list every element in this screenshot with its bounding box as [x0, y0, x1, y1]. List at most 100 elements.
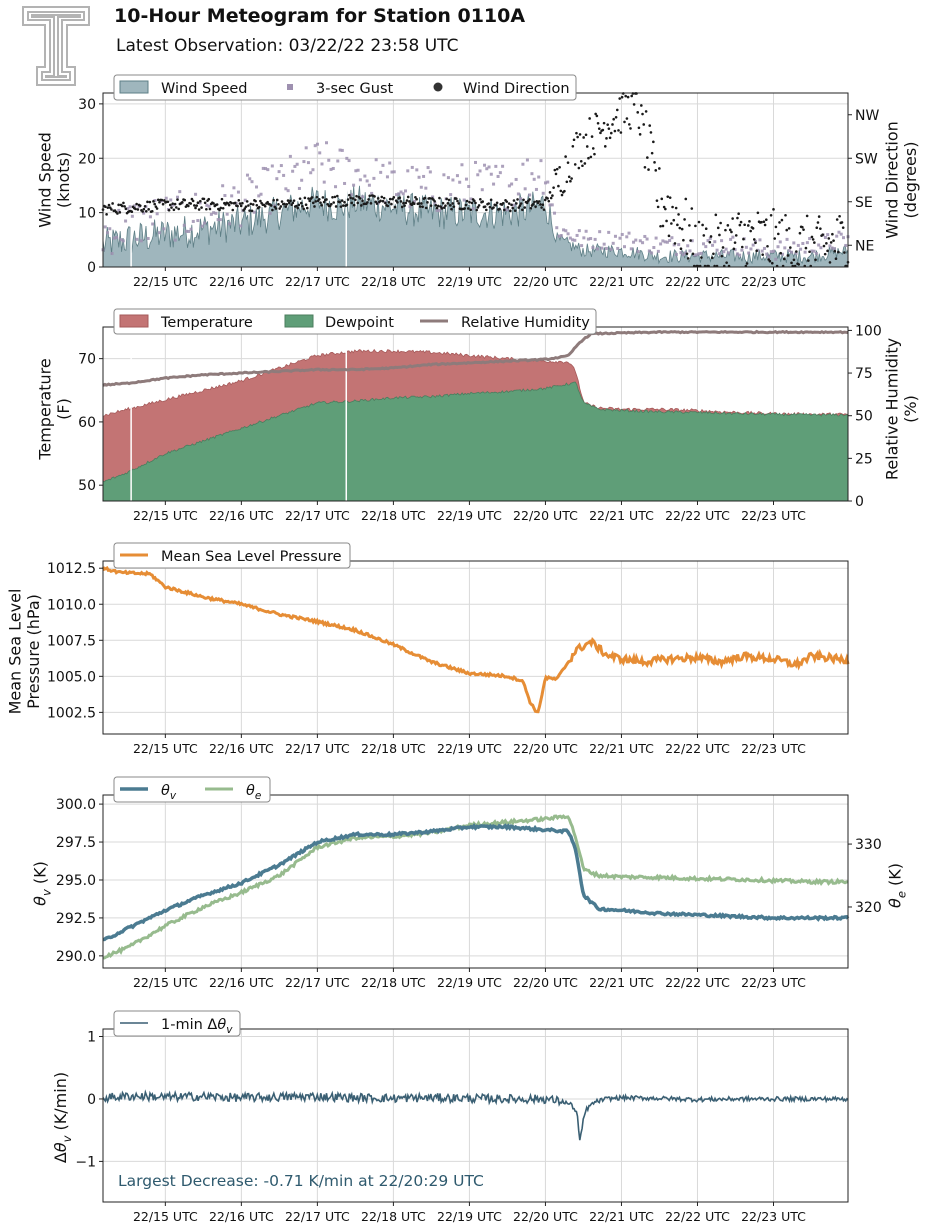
wind-direction-point [338, 200, 342, 204]
wind-direction-point [351, 197, 355, 200]
gust-point [372, 176, 376, 180]
wind-direction-point [650, 151, 654, 155]
wind-direction-point [577, 166, 581, 170]
gust-point [295, 162, 299, 166]
wind-direction-point [543, 198, 547, 202]
wind-direction-point [369, 202, 373, 205]
wind-direction-point [285, 202, 289, 206]
wind-direction-point [719, 221, 722, 225]
wind-direction-point [826, 249, 829, 253]
gust-point [670, 236, 674, 240]
gust-point [126, 207, 130, 211]
theta-ytick-label: 290.0 [56, 949, 96, 965]
dtheta-xtick-label: 22/23 UTC [741, 1209, 806, 1224]
wind-direction-point [813, 241, 816, 244]
gust-point [708, 236, 712, 240]
gust-point [361, 195, 365, 199]
wind-direction-point [194, 206, 197, 210]
wind-direction-point [677, 213, 680, 216]
gust-point [300, 178, 304, 182]
wind-direction-point [549, 196, 553, 200]
wind-direction-point [523, 206, 527, 209]
thermo-ytick-label: 50 [78, 478, 96, 494]
pressure-ytick-label: 1007.5 [47, 633, 96, 649]
wind-direction-point [263, 204, 267, 208]
wind-xtick-label: 22/22 UTC [665, 274, 730, 289]
wind-direction-point [720, 254, 724, 258]
gust-point [469, 197, 473, 201]
gust-point [327, 158, 331, 162]
gust-point [178, 190, 182, 194]
wind-direction-point [130, 210, 134, 214]
wind-direction-point [388, 197, 392, 201]
wind-direction-point [314, 200, 317, 203]
legend-gust-swatch [287, 84, 293, 90]
gust-point [564, 229, 568, 233]
gust-point [492, 182, 496, 186]
wind-direction-point [279, 205, 283, 208]
wind-direction-point [537, 200, 541, 203]
wind-direction-point [763, 223, 767, 227]
gust-point [772, 249, 775, 253]
gust-point [776, 245, 780, 249]
wind-direction-point [233, 201, 237, 205]
wind-direction-point [660, 197, 664, 201]
wind-direction-point [249, 202, 253, 206]
wind-direction-point [172, 208, 176, 212]
wind-direction-point [412, 202, 416, 206]
wind-direction-point [515, 202, 518, 205]
wind-direction-point [594, 112, 597, 116]
wind-direction-point [748, 220, 751, 223]
gust-point [329, 167, 333, 171]
wind-direction-point [647, 168, 650, 171]
wind-direction-point [402, 201, 405, 205]
pressure-ytick-label: 1005.0 [47, 669, 96, 685]
wind-direction-point [513, 209, 517, 212]
gust-point [819, 246, 823, 250]
wind-direction-point [399, 200, 403, 203]
wind-direction-point [797, 263, 801, 266]
gust-point [115, 235, 119, 239]
wind-direction-point [310, 196, 314, 199]
wind-direction-point [244, 205, 248, 208]
wind-direction-point [680, 227, 684, 231]
wind-direction-point [266, 200, 269, 204]
wind-direction-point [245, 200, 249, 203]
gust-point [365, 179, 369, 183]
gust-point [663, 240, 667, 244]
legend-wind-speed-swatch [119, 80, 149, 94]
gust-point [796, 243, 800, 247]
gust-point [370, 191, 374, 195]
wind-direction-point [277, 203, 280, 206]
gust-point [604, 246, 608, 250]
gust-point [417, 175, 421, 179]
wind-direction-point [105, 213, 108, 216]
wind-direction-point [219, 206, 223, 210]
wind-direction-point [376, 197, 380, 200]
wind-direction-point [686, 257, 690, 260]
wind-direction-point [393, 205, 397, 209]
wind-direction-point [533, 200, 536, 204]
wind-direction-point [682, 238, 685, 242]
thermo-y2tick-label: 100 [855, 323, 882, 339]
pressure-ylabel-line: Mean Sea Level [5, 589, 24, 715]
theta-y2tick-label: 330 [855, 837, 882, 853]
wind-direction-point [578, 133, 582, 136]
wind-direction-point [668, 196, 672, 199]
wind-direction-point [786, 254, 790, 257]
gust-point [586, 237, 590, 241]
wind-direction-point [770, 261, 774, 265]
dtheta-xtick-label: 22/22 UTC [665, 1209, 730, 1224]
wind-direction-point [509, 209, 512, 213]
gust-point [408, 205, 412, 209]
gust-point [735, 252, 739, 256]
wind-direction-point [785, 228, 789, 232]
wind-direction-point [584, 133, 588, 137]
wind-direction-point [736, 216, 739, 220]
wind-direction-point [838, 214, 841, 218]
wind-direction-point [789, 246, 792, 249]
gust-point [336, 159, 340, 163]
gust-point [792, 241, 796, 245]
gust-point [252, 210, 256, 214]
wind-direction-point [573, 163, 577, 166]
